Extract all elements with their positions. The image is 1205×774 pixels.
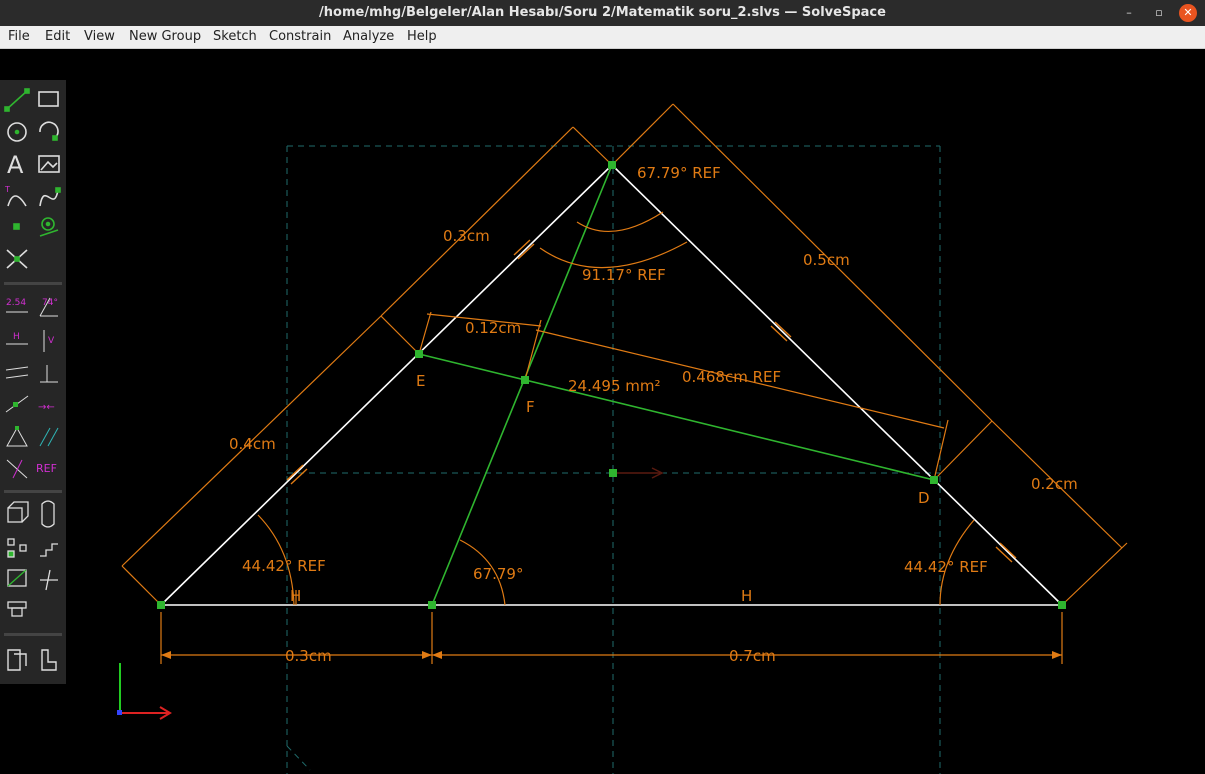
triangle-right-side[interactable] — [612, 165, 1062, 605]
toolbar: A T 2.54 74° H V →← REF — [0, 80, 66, 684]
dim-mid-angle[interactable]: 67.79° — [473, 565, 523, 583]
menu-view[interactable]: View — [84, 29, 115, 44]
point-base-left[interactable] — [157, 601, 165, 609]
dim-left-upper[interactable]: 0.3cm — [443, 227, 490, 245]
maximize-button[interactable]: ▫ — [1150, 4, 1168, 22]
menu-help[interactable]: Help — [407, 29, 437, 44]
menu-new-group[interactable]: New Group — [129, 29, 201, 44]
constraint-horizontal-left[interactable]: H — [290, 587, 301, 605]
svg-text:T: T — [4, 185, 10, 194]
constraint-horizontal-right[interactable]: H — [741, 587, 752, 605]
point-e[interactable] — [415, 350, 423, 358]
menu-edit[interactable]: Edit — [45, 29, 70, 44]
workplane-frame — [287, 146, 940, 774]
equal-length-icon[interactable] — [7, 426, 27, 446]
image-icon[interactable] — [39, 156, 59, 172]
dim-area[interactable]: 24.495 mm² — [568, 377, 661, 395]
circle-icon[interactable] — [8, 123, 26, 141]
step-translating-icon[interactable] — [40, 544, 58, 556]
linked-file-icon[interactable] — [8, 602, 26, 616]
svg-text:74°: 74° — [42, 298, 58, 308]
distance-dimension-icon[interactable]: 2.54 — [6, 298, 28, 312]
sketch-in-new-workplane-icon[interactable] — [40, 570, 58, 590]
assemble-icon[interactable] — [8, 650, 26, 670]
rectangle-icon[interactable] — [39, 92, 58, 106]
dim-right-base-angle[interactable]: 44.42° REF — [904, 558, 988, 576]
perpendicular-constraint-icon[interactable] — [40, 365, 58, 382]
svg-text:A: A — [7, 151, 24, 179]
arc-icon[interactable] — [40, 122, 58, 140]
svg-text:→←: →← — [38, 402, 55, 413]
axis-origin — [117, 710, 122, 715]
sketch-in-2d-icon[interactable] — [42, 650, 56, 670]
equal-length-marks — [287, 240, 1016, 562]
construction-line-ed[interactable] — [419, 354, 934, 480]
menu-sketch[interactable]: Sketch — [213, 29, 257, 44]
menu-analyze[interactable]: Analyze — [343, 29, 394, 44]
point-base-right[interactable] — [1058, 601, 1066, 609]
sketch-canvas[interactable]: E F D 67.79° REF 91.17° REF 0.3cm 0.5cm … — [0, 48, 1205, 774]
dim-ef-length[interactable]: 0.12cm — [465, 319, 521, 337]
menu-bar: File Edit View New Group Sketch Constrai… — [0, 26, 1205, 49]
label-e: E — [416, 372, 425, 390]
svg-text:REF: REF — [36, 462, 57, 475]
point-on-line-icon[interactable] — [6, 396, 28, 412]
menu-file[interactable]: File — [8, 29, 30, 44]
point-d[interactable] — [930, 476, 938, 484]
workplane-icon[interactable] — [40, 218, 58, 236]
close-button[interactable]: ✕ — [1179, 4, 1197, 22]
menu-constrain[interactable]: Constrain — [269, 29, 331, 44]
dim-distance-ref[interactable]: 0.468cm REF — [682, 368, 781, 386]
window-title: /home/mhg/Belgeler/Alan Hesabı/Soru 2/Ma… — [0, 5, 1205, 20]
svg-text:H: H — [13, 332, 20, 342]
label-d: D — [918, 489, 930, 507]
step-rotating-icon[interactable] — [8, 539, 26, 557]
svg-text:V: V — [48, 336, 55, 346]
workplane-origin-point[interactable] — [609, 469, 617, 477]
other-supplementary-icon[interactable] — [7, 460, 27, 478]
same-orientation-icon[interactable] — [40, 428, 58, 446]
minimize-button[interactable]: – — [1120, 4, 1138, 22]
dim-left-lower[interactable]: 0.4cm — [229, 435, 276, 453]
title-bar: /home/mhg/Belgeler/Alan Hesabı/Soru 2/Ma… — [0, 0, 1205, 26]
line-segment-icon[interactable] — [5, 89, 29, 111]
lathe-icon[interactable] — [42, 501, 54, 527]
vertical-constraint-icon[interactable]: V — [44, 330, 55, 352]
reference-toggle-icon[interactable]: REF — [36, 462, 57, 475]
horizontal-constraint-icon[interactable]: H — [6, 332, 28, 344]
bezier-spline-icon[interactable] — [40, 188, 60, 206]
dim-right-side[interactable]: 0.5cm — [803, 251, 850, 269]
datum-point-icon[interactable] — [14, 224, 19, 229]
symmetric-constraint-icon[interactable]: →← — [38, 402, 55, 413]
point-base-mid[interactable] — [428, 601, 436, 609]
split-curves-icon[interactable] — [7, 250, 27, 268]
point-apex[interactable] — [608, 161, 616, 169]
text-icon[interactable]: A — [7, 151, 24, 179]
tangent-arc-icon[interactable]: T — [4, 185, 26, 206]
dim-base-right[interactable]: 0.7cm — [729, 647, 776, 665]
angle-dimension-icon[interactable]: 74° — [40, 298, 58, 316]
dim-base-left[interactable]: 0.3cm — [285, 647, 332, 665]
sketch-in-3d-icon[interactable] — [8, 570, 26, 586]
dim-right-lower[interactable]: 0.2cm — [1031, 475, 1078, 493]
extrude-icon[interactable] — [8, 502, 28, 522]
dim-inner-angle[interactable]: 91.17° REF — [582, 266, 666, 284]
dim-left-base-angle[interactable]: 44.42° REF — [242, 557, 326, 575]
dim-top-angle[interactable]: 67.79° REF — [637, 164, 721, 182]
point-f[interactable] — [521, 376, 529, 384]
svg-text:2.54: 2.54 — [6, 298, 26, 308]
label-f: F — [526, 398, 535, 416]
parallel-constraint-icon[interactable] — [6, 367, 28, 378]
